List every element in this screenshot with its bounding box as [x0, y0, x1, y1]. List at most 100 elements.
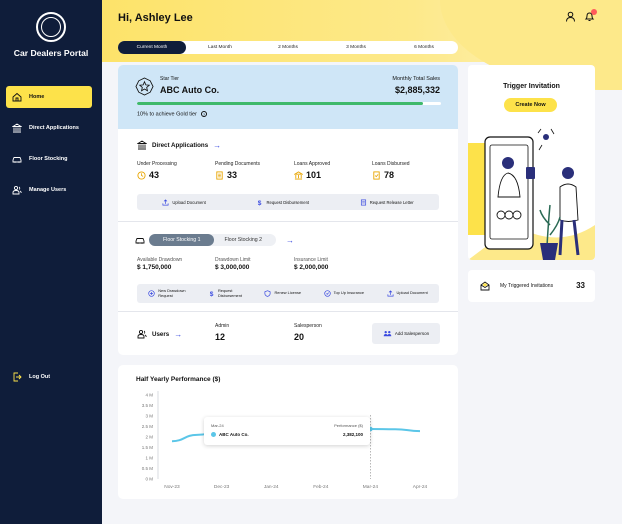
sidebar-item-direct-applications[interactable]: Direct Applications — [6, 117, 92, 139]
y-tick-label: 2 M — [145, 435, 153, 440]
floor-stocking-actions: New Drawdown Request $ Request Disbursemen… — [137, 284, 439, 303]
upload-icon — [162, 198, 169, 205]
trigger-invitation-card: Trigger Invitation Create Now — [468, 65, 595, 260]
action-label: New Drawdown Request — [158, 288, 185, 298]
tooltip-series-dot — [211, 432, 216, 437]
approved-bank-icon — [294, 170, 303, 180]
renew-license-button[interactable]: Renew License — [264, 290, 301, 297]
add-user-icon — [383, 330, 392, 337]
tier-progress-fill — [137, 102, 423, 105]
upload-document-button[interactable]: Upload Document — [162, 198, 206, 206]
notification-bell-icon[interactable] — [584, 11, 595, 22]
request-release-letter-button[interactable]: Request Release Letter — [360, 199, 414, 206]
monthly-sales-value: $2,885,332 — [394, 85, 440, 95]
bank-icon — [137, 140, 147, 150]
svg-text:$: $ — [210, 291, 214, 297]
tier-section: Star Tier ABC Auto Co. Monthly Total Sal… — [118, 65, 458, 129]
notification-badge — [591, 9, 597, 15]
y-tick-label: 0 M — [145, 477, 153, 482]
users-icon — [12, 185, 22, 195]
tooltip-value: 2,382,100 — [342, 432, 363, 437]
period-tabs: Current Month Last Month 2 Months 3 Mont… — [118, 41, 458, 54]
logout-label: Log Out — [29, 374, 51, 380]
stat-value: 78 — [384, 170, 395, 180]
sidebar-item-label: Floor Stocking — [29, 156, 68, 162]
tab-3-months[interactable]: 3 Months — [346, 45, 366, 50]
tier-note: 10% to achieve Gold tier? — [137, 111, 207, 117]
letter-icon — [360, 199, 366, 205]
drawdown-limit-value: $ 3,000,000 — [215, 264, 250, 271]
portal-logo — [36, 12, 66, 42]
y-tick-label: 1 M — [145, 456, 153, 461]
y-tick-label: 4 M — [145, 393, 153, 398]
create-now-button[interactable]: Create Now — [504, 98, 557, 112]
upload-icon — [387, 290, 394, 297]
new-drawdown-request-button[interactable]: New Drawdown Request — [148, 288, 185, 298]
tab-2-months[interactable]: 2 Months — [278, 45, 298, 50]
users-title: Users — [152, 330, 170, 338]
clock-icon — [137, 170, 146, 180]
tab-current-month[interactable]: Current Month — [118, 41, 186, 54]
user-profile-icon[interactable] — [565, 11, 576, 22]
stat-label: Drawdown Limit — [215, 257, 251, 263]
action-label: Renew License — [274, 290, 302, 296]
x-tick-label: Nov-23 — [164, 484, 180, 490]
action-label: Request Disbursement — [217, 287, 242, 298]
stat-loans-disbursed: 78 — [372, 170, 394, 180]
tooltip-date: Mar-24 — [211, 423, 224, 428]
sidebar-item-label: Manage Users — [29, 187, 67, 193]
y-tick-label: 1.5 M — [142, 445, 154, 450]
shield-icon — [264, 290, 271, 297]
fs-request-disbursement-button[interactable]: $ Request Disbursement — [208, 287, 242, 298]
x-tick-label: Feb-24 — [313, 484, 329, 490]
sidebar-item-manage-users[interactable]: Manage Users — [6, 179, 92, 201]
top-up-insurance-button[interactable]: Top Up Insurance — [323, 290, 365, 297]
action-label: Top Up Insurance — [333, 290, 365, 296]
add-salesperson-label: Add Salesperson — [394, 331, 430, 336]
home-icon — [12, 92, 22, 102]
monthly-sales-label: Monthly Total Sales — [392, 76, 440, 82]
salesperson-count: 20 — [294, 332, 305, 342]
stat-label: Pending Documents — [215, 161, 261, 167]
action-label-line: Disbursement — [217, 292, 242, 298]
invitation-illustration-icon — [468, 128, 595, 260]
dollar-icon: $ — [258, 200, 262, 206]
x-tick-label: Mar-24 — [363, 484, 379, 490]
car-icon — [135, 238, 145, 244]
direct-applications-header[interactable]: Direct Applications → — [137, 140, 221, 150]
arrow-right-icon: → — [174, 329, 183, 339]
insurance-icon — [323, 290, 331, 297]
request-disbursement-button[interactable]: $ Request Disbursement — [256, 199, 309, 206]
tab-last-month[interactable]: Last Month — [208, 45, 232, 50]
greeting: Hi, Ashley Lee — [118, 12, 193, 24]
action-label: Upload Document — [396, 290, 428, 296]
sidebar-item-home[interactable]: Home — [6, 86, 92, 108]
logout-button[interactable]: Log Out — [6, 366, 92, 388]
x-tick-label: Dec-23 — [214, 484, 230, 490]
add-salesperson-button[interactable]: Add Salesperson — [372, 323, 440, 344]
sidebar-item-label: Direct Applications — [29, 125, 79, 131]
insurance-limit-value: $ 2,000,000 — [294, 264, 329, 271]
dashboard-card: Star Tier ABC Auto Co. Monthly Total Sal… — [118, 65, 458, 355]
sidebar-item-floor-stocking[interactable]: Floor Stocking — [6, 148, 92, 170]
stat-label: Insurance Limit — [294, 257, 328, 263]
stat-value: 43 — [149, 170, 160, 180]
envelope-icon — [480, 281, 490, 291]
users-header[interactable]: Users → — [137, 329, 182, 339]
tier-progress-bar — [137, 102, 441, 105]
info-icon[interactable]: ? — [200, 111, 207, 117]
stat-loans-approved: 101 — [294, 170, 321, 180]
tab-floor-stocking-1[interactable]: Floor Stocking 1 — [149, 234, 215, 246]
x-tick-label: Apr-24 — [413, 484, 428, 490]
tab-floor-stocking-2[interactable]: Floor Stocking 2 — [206, 234, 276, 246]
tooltip-value-label: Performance ($) — [334, 423, 363, 428]
action-label-line: Request — [217, 287, 233, 293]
my-triggered-invitations-card[interactable]: My Triggered Invitations 33 — [468, 270, 595, 302]
triggered-invitations-count: 33 — [576, 281, 585, 290]
stat-under-processing: 43 — [137, 170, 159, 180]
tab-6-months[interactable]: 6 Months — [414, 45, 434, 50]
stat-label: Loans Disbursed — [372, 161, 410, 167]
arrow-right-icon[interactable]: → — [285, 235, 294, 245]
fs-upload-document-button[interactable]: Upload Document — [387, 290, 428, 297]
portal-title: Car Dealers Portal — [13, 48, 89, 58]
